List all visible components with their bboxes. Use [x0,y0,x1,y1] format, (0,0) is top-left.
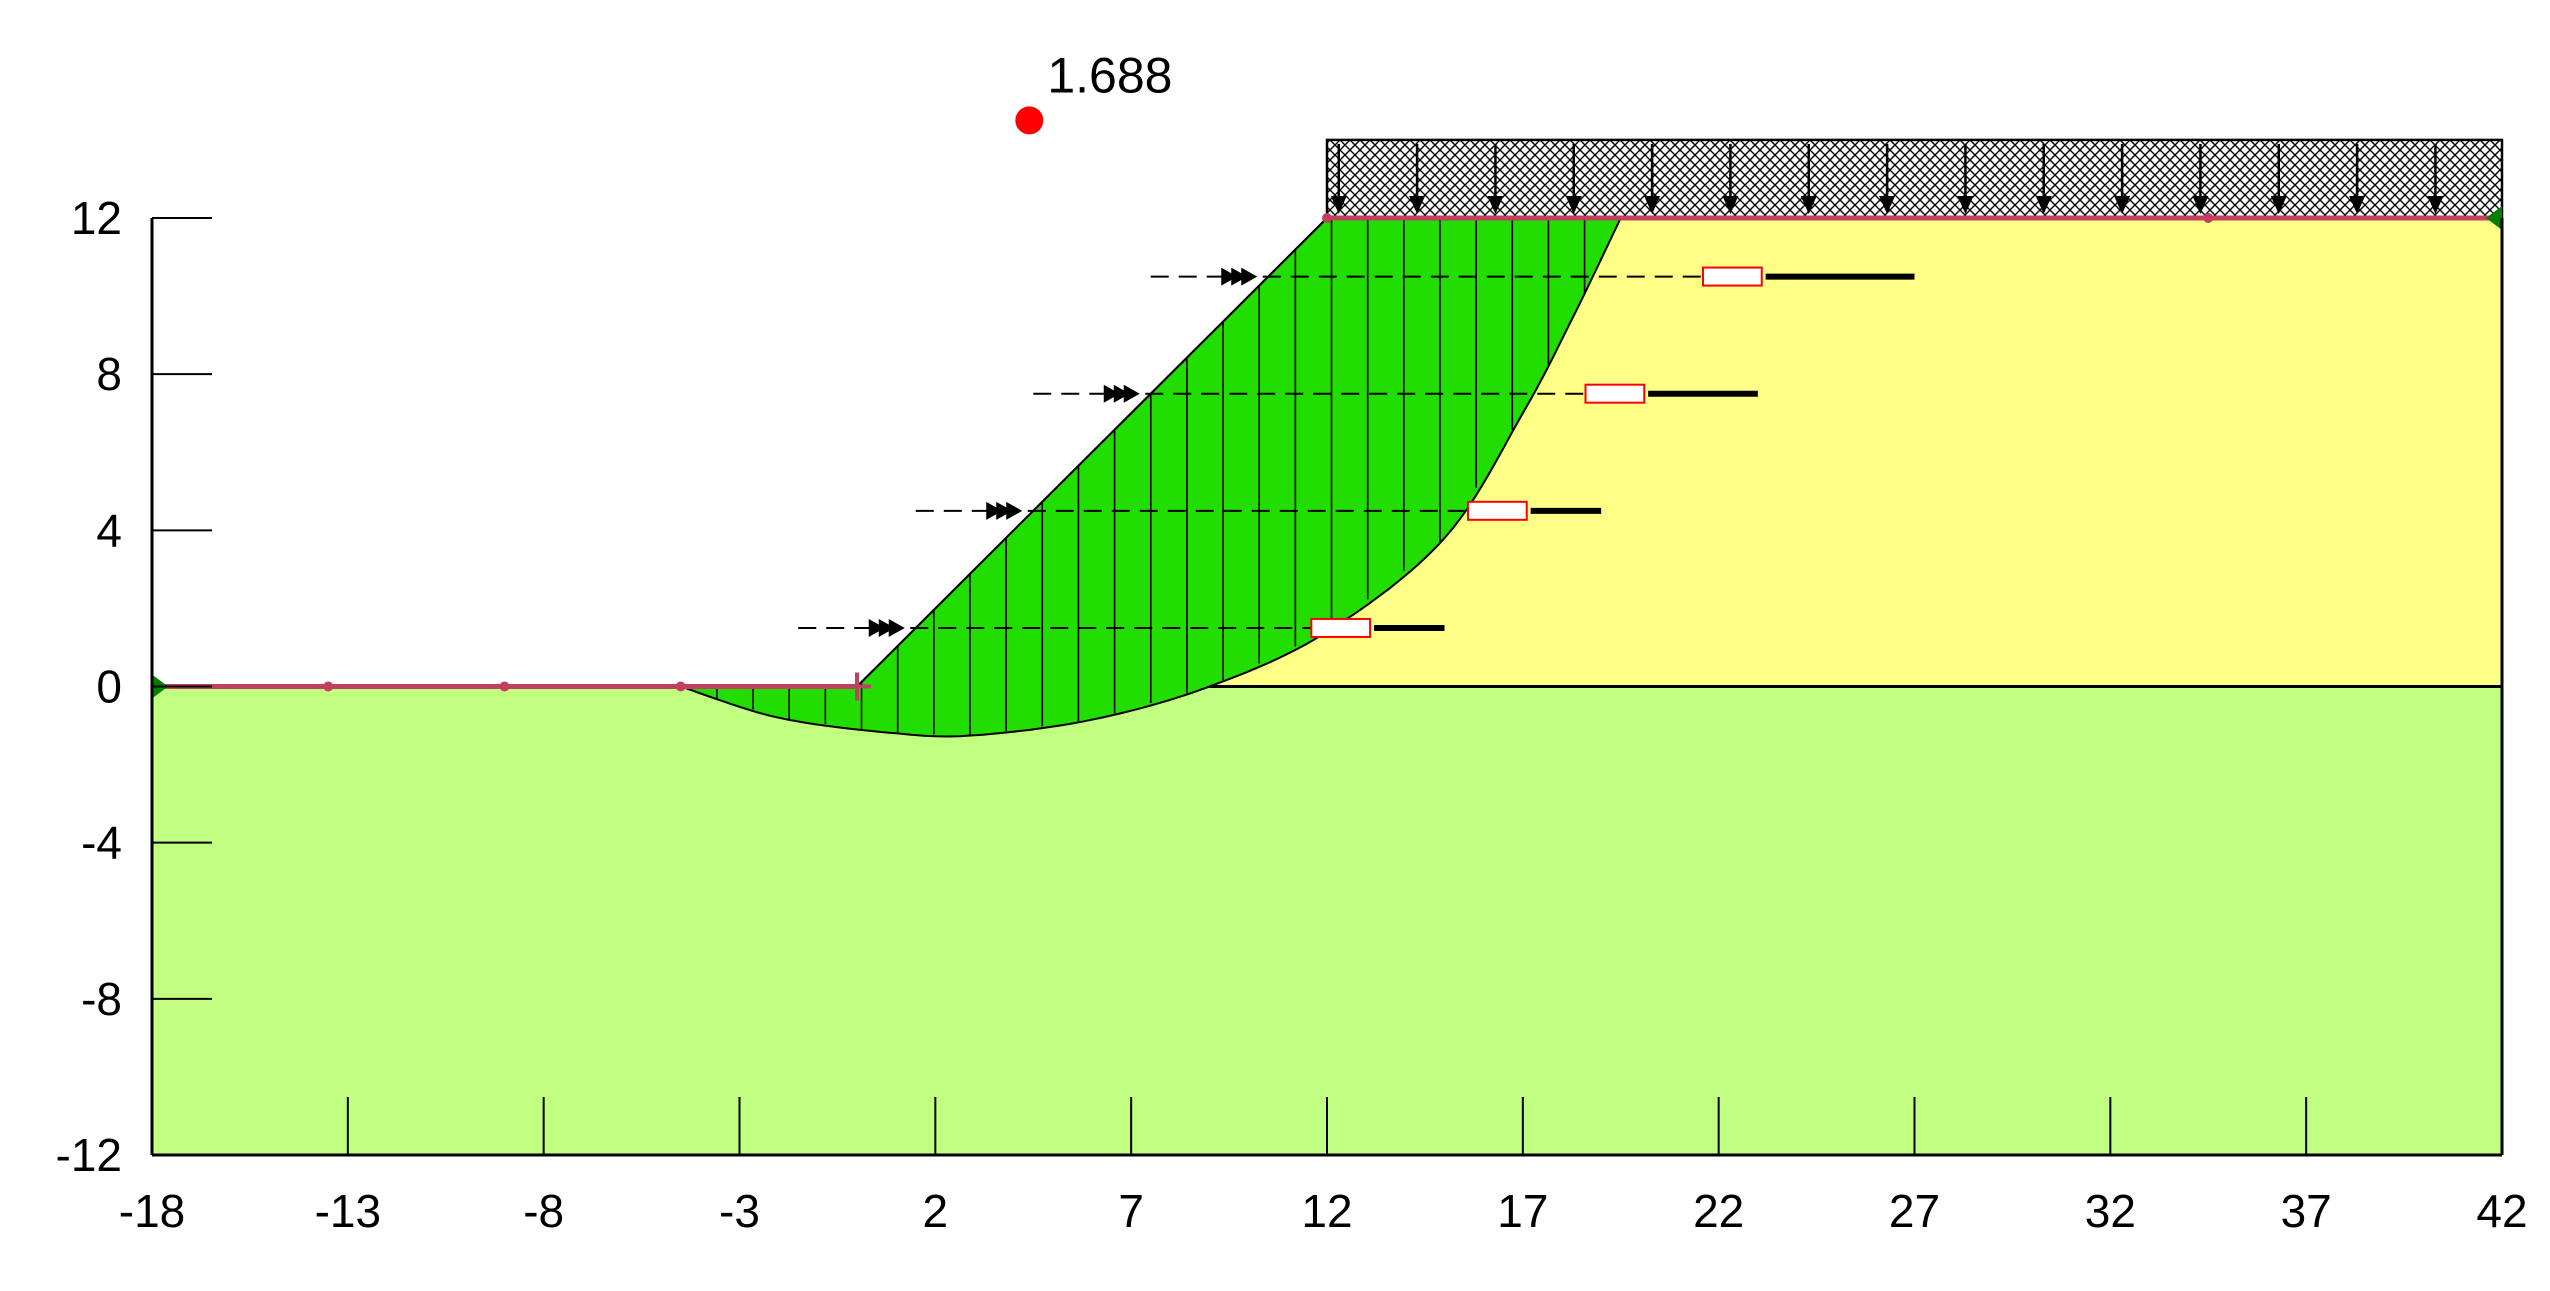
anchor-head-arrow [996,501,1013,520]
anchor-head-arrow [1231,267,1248,286]
x-tick-label: 42 [2476,1185,2527,1237]
load-arrow-head [2035,196,2052,214]
y-tick-label: 8 [96,348,122,400]
load-arrow-head [2427,196,2444,214]
y-tick-label: 4 [96,504,122,556]
y-tick-label: -12 [56,1129,122,1181]
load-arrow-head [1957,196,1974,214]
x-tick-label: -8 [523,1185,564,1237]
load-arrow-head [1330,196,1347,214]
anchor-head-arrow [986,501,1003,520]
x-tick-label: 32 [2085,1185,2136,1237]
anchor-head-arrow [1241,267,1258,286]
load-arrow-head [1565,196,1582,214]
anchor-bond-marker [1584,383,1646,404]
y-tick-label: -4 [81,817,122,869]
anchor-head-arrow [888,618,905,637]
load-arrow-head [2114,196,2131,214]
anchor-4 [1150,266,1915,287]
y-tick-label: -8 [81,973,122,1025]
x-tick-label: 12 [1301,1185,1352,1237]
x-tick-label: -13 [315,1185,381,1237]
anchor-head-arrow [1221,267,1238,286]
load-arrow-head [1487,196,1504,214]
y-tick-label: 12 [71,192,122,244]
x-tick-label: -18 [119,1185,185,1237]
load-arrow-head [2349,196,2366,214]
x-tick-label: 37 [2281,1185,2332,1237]
ground-vertex [2203,213,2214,223]
ground-vertex [1322,213,1332,223]
anchor-head-arrow [1103,384,1120,403]
load-arrow-head [1409,196,1426,214]
ground-vertex [675,681,686,692]
surcharge-load [1325,138,2504,220]
right-boundary-marker [2486,206,2502,230]
anchor-head-arrow [1123,384,1140,403]
anchor-bond-marker [1702,266,1763,287]
load-arrow-head [2192,196,2209,214]
anchor-head-arrow [868,618,885,637]
x-tick-label: 27 [1889,1185,1940,1237]
load-arrow-head [1879,196,1896,214]
lower-soil-layer [152,686,2502,1155]
x-tick-label: -3 [719,1185,760,1237]
x-tick-label: 22 [1693,1185,1744,1237]
anchor-head-arrow [1006,501,1023,520]
anchor-2 [915,500,1602,521]
anchor-3 [1033,383,1758,404]
anchor-head-arrow [1113,384,1130,403]
load-arrow-head [1800,196,1817,214]
slope-face [856,217,1328,688]
anchor-bond-marker [1310,617,1372,638]
y-tick-label: 0 [96,661,122,713]
ground-vertex [323,681,334,692]
load-arrow-head [2270,196,2287,214]
anchor-1 [798,617,1445,638]
x-tick-label: 17 [1497,1185,1548,1237]
slip-circle-center [1015,106,1044,135]
anchor-bond-marker [1467,500,1528,521]
ground-vertex [499,681,510,692]
load-arrow-head [1644,196,1661,214]
x-tick-label: 2 [923,1185,949,1237]
x-tick-label: 7 [1118,1185,1144,1237]
anchor-head-arrow [878,618,895,637]
factor-of-safety-label: 1.688 [1047,47,1172,103]
load-arrow-head [1722,196,1739,214]
